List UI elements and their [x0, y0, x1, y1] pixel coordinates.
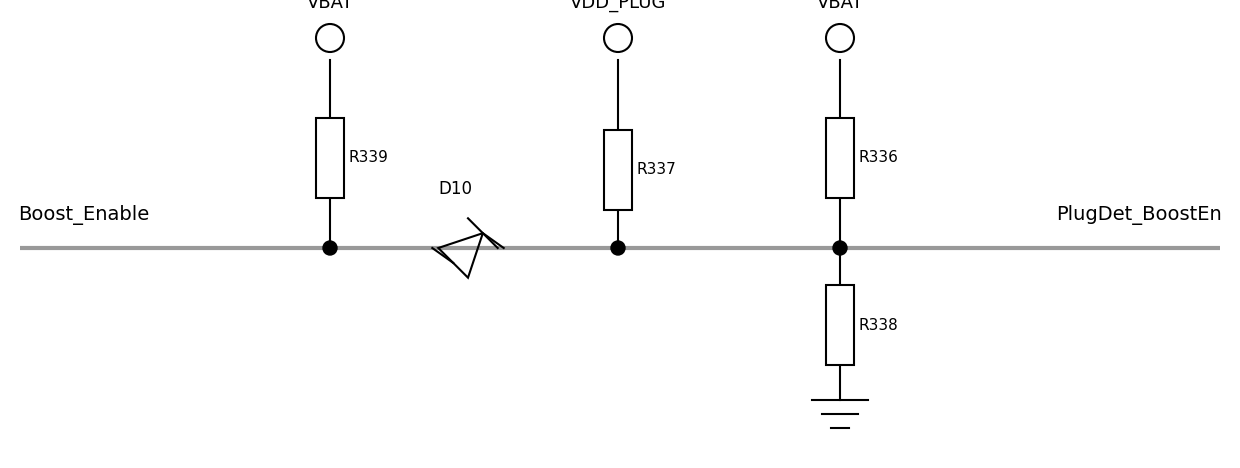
Bar [826, 118, 854, 198]
Text: R339: R339 [348, 151, 388, 166]
Circle shape [611, 241, 625, 255]
Text: VBAT: VBAT [306, 0, 353, 12]
Text: D10: D10 [438, 180, 472, 198]
Text: VBAT: VBAT [817, 0, 863, 12]
Text: R337: R337 [636, 162, 676, 177]
Circle shape [322, 241, 337, 255]
Circle shape [833, 241, 847, 255]
Bar [826, 285, 854, 365]
Text: PlugDet_BoostEn: PlugDet_BoostEn [1056, 205, 1221, 225]
Text: R338: R338 [858, 317, 898, 332]
Text: Boost_Enable: Boost_Enable [19, 205, 149, 225]
Bar [316, 118, 343, 198]
Bar [604, 130, 632, 210]
Text: R336: R336 [858, 151, 898, 166]
Text: VDD_PLUG: VDD_PLUG [570, 0, 666, 12]
